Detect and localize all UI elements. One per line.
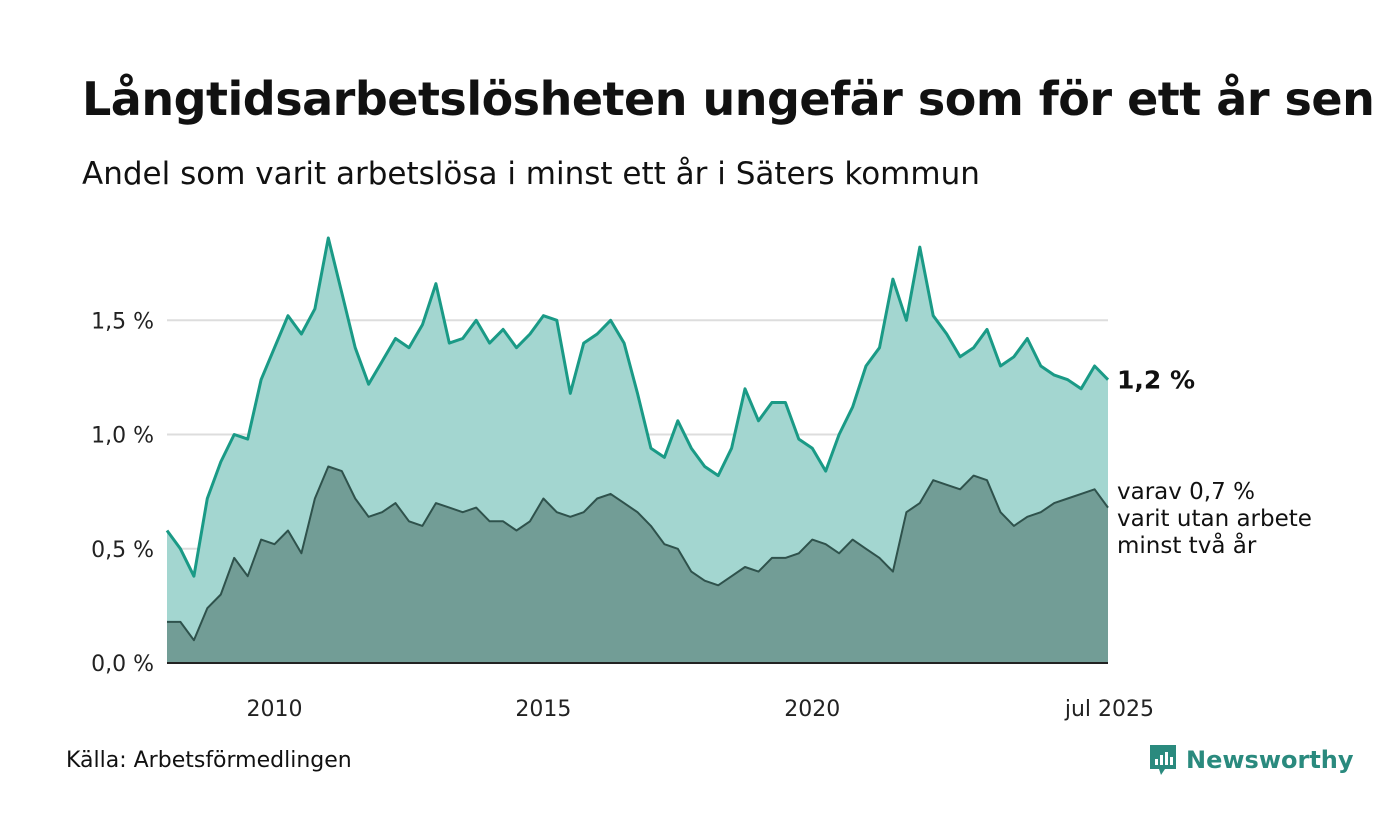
- series-1-line: [165, 236, 1110, 578]
- brand-name: Newsworthy: [1186, 746, 1354, 774]
- x-tick-label: 2020: [784, 697, 840, 722]
- y-tick-label: 1,0 %: [91, 424, 154, 449]
- series-2-end-label-line: varit utan arbete: [1117, 506, 1312, 532]
- chart-subtitle: Andel som varit arbetslösa i minst ett å…: [82, 156, 980, 192]
- newsworthy-logo: Newsworthy: [1148, 743, 1354, 777]
- series-2-end-label-line: minst två år: [1117, 531, 1257, 559]
- series-labels: 0,0 % 0,5 % 1,0 % 1,5 % 2010 2015 2020 jul 2025…: [91, 309, 1312, 722]
- series-1-end-label: 1,2 %: [1117, 366, 1195, 395]
- y-tick-label: 0,5 %: [91, 538, 154, 563]
- series-2-end-label-line: varav 0,7 %: [1117, 479, 1255, 505]
- series-2-line: [167, 465, 1109, 642]
- y-tick-label: 1,5 %: [91, 309, 154, 334]
- series-areas: [165, 236, 1110, 663]
- series-2-area: [167, 466, 1108, 663]
- source-note: Källa: Arbetsförmedlingen: [66, 748, 352, 773]
- chart-title: Långtidsarbetslösheten ungefär som för e…: [82, 72, 1375, 126]
- bar-chart-icon: [1150, 745, 1176, 775]
- x-tick-label: 2015: [515, 697, 571, 722]
- y-tick-label: 0,0 %: [91, 652, 154, 677]
- x-tick-label: 2010: [247, 697, 303, 722]
- x-tick-label: jul 2025: [1064, 697, 1154, 722]
